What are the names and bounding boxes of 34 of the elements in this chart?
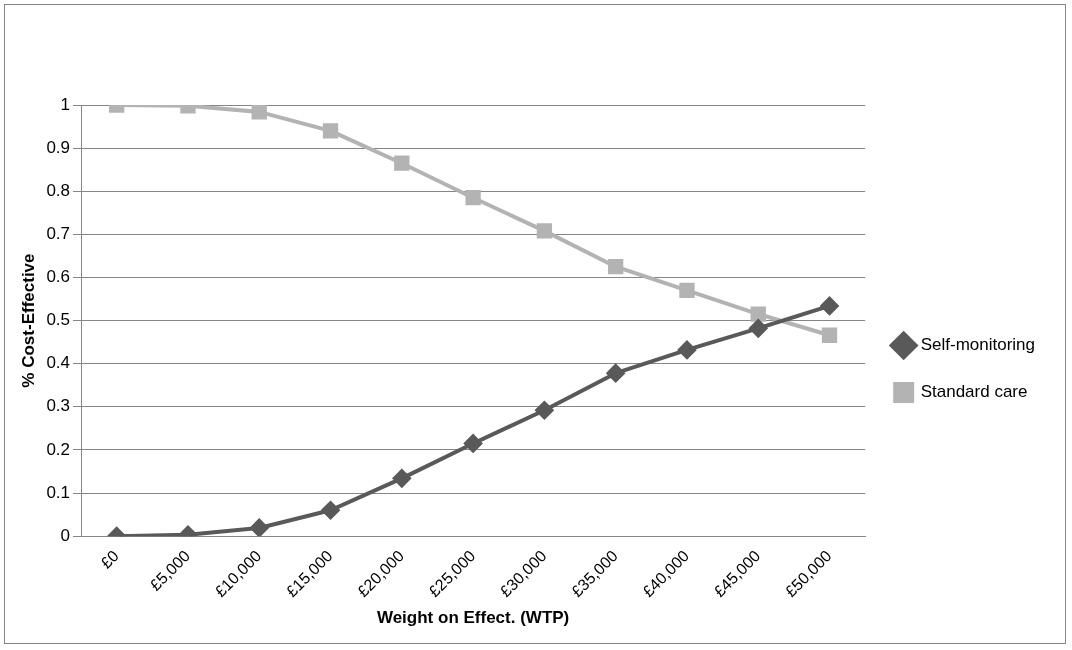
y-tick-label: 0.2 <box>46 439 71 459</box>
point <box>677 340 696 359</box>
x-tick-label: £0 <box>97 547 122 572</box>
point <box>250 518 269 537</box>
point <box>608 259 624 275</box>
point <box>606 364 625 383</box>
point <box>322 123 339 139</box>
point <box>821 327 838 343</box>
y-tick-label: 0.4 <box>46 353 71 373</box>
y-tick-label: 0.1 <box>46 482 71 502</box>
legend-label: Standard care <box>920 382 1028 402</box>
y-tick-label: 0.7 <box>46 224 71 244</box>
y-tick-label: 0.3 <box>46 396 71 416</box>
y-tick-label: 0 <box>60 525 71 545</box>
point <box>321 501 340 520</box>
y-tick-label: 0.5 <box>46 310 71 330</box>
y-tick-label: 0.6 <box>46 267 71 287</box>
point <box>536 223 553 239</box>
point <box>749 319 768 338</box>
point <box>679 282 695 299</box>
point <box>820 296 839 315</box>
y-axis-title: % Cost-Effective <box>18 253 38 388</box>
legend-label: Self-monitoring <box>920 335 1035 355</box>
y-tick-label: 1 <box>60 94 71 114</box>
y-tick-label: 0.8 <box>46 180 71 200</box>
y-tick-label: 0.9 <box>46 137 71 157</box>
point <box>392 469 411 488</box>
point <box>464 434 483 453</box>
point <box>535 401 554 420</box>
x-axis-title: Weight on Effect. (WTP) <box>376 608 570 628</box>
point <box>251 105 267 120</box>
point <box>750 306 766 322</box>
point <box>465 190 481 206</box>
point <box>394 155 410 171</box>
